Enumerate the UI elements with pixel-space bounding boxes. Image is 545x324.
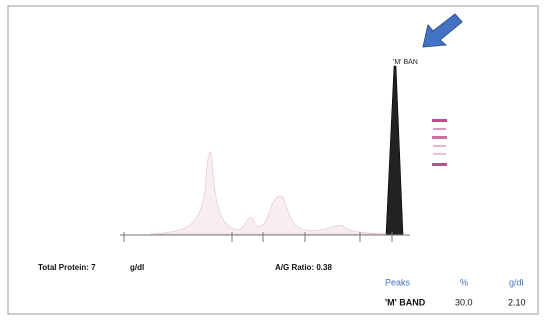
table-header: % <box>460 277 468 287</box>
table-cell: 30.0 <box>455 297 473 307</box>
ag-ratio: A/G Ratio: 0.38 <box>275 263 332 272</box>
table-header: g/dl <box>509 277 524 287</box>
unit: g/dl <box>130 263 144 272</box>
table-cell: 2.10 <box>508 297 526 307</box>
table-header: Peaks <box>385 277 411 287</box>
peak-label: 'M' BAN <box>393 59 418 66</box>
table-cell: 'M' BAND <box>385 297 426 307</box>
report: 'M' BAN Total Protein: 7 g/dl A/G Ratio:… <box>0 0 545 324</box>
total-protein: Total Protein: 7 <box>38 263 96 272</box>
